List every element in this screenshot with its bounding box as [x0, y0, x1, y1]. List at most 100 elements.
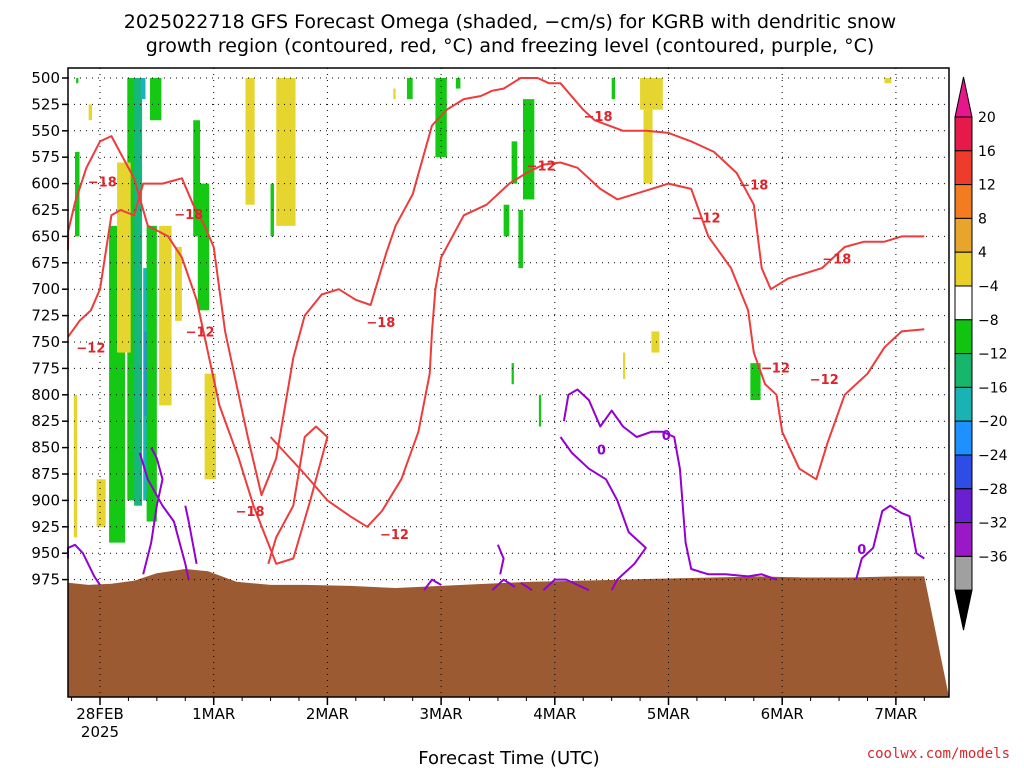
colorbar-tick-label: 4	[978, 245, 987, 261]
colorbar-segment	[954, 217, 973, 253]
y-tick-label: 525	[31, 95, 60, 113]
chart-title-line-2: growth region (contoured, red, °C) and f…	[146, 35, 875, 57]
y-tick-label: 900	[31, 491, 60, 509]
freezing-contour-purple	[542, 578, 590, 592]
contour-label-red: −18	[174, 208, 203, 223]
y-tick-label: 975	[31, 571, 60, 589]
y-tick-label: 750	[31, 333, 60, 351]
y-tick-label: 650	[31, 227, 60, 245]
freezing-contour-purple	[562, 388, 777, 581]
y-tick-label: 875	[31, 465, 60, 483]
x-tick-label: 5MAR	[647, 705, 690, 723]
omega-cell	[518, 210, 523, 269]
omega-cell	[651, 331, 660, 353]
omega-cell	[455, 78, 461, 89]
omega-cell	[511, 363, 514, 385]
colorbar-tick-label: −16	[978, 380, 1008, 396]
colorbar-tick-label: −4	[978, 279, 999, 295]
contour-label-red: −12	[380, 528, 409, 543]
x-tick-label: 3MAR	[420, 705, 463, 723]
y-tick-label: 850	[31, 439, 60, 457]
colorbar-segment	[954, 522, 973, 557]
x-tick-label: 4MAR	[533, 705, 576, 723]
colorbar-arrow-top	[954, 76, 973, 118]
colorbar-tick-label: −8	[978, 313, 999, 329]
freezing-contour-purple	[142, 447, 164, 575]
freezing-contour-purple	[559, 436, 647, 591]
contour-label-purple: 0	[857, 543, 866, 558]
colorbar-segment	[954, 251, 973, 287]
contour-label-red: −18	[739, 179, 768, 194]
colorbar-segment	[954, 184, 973, 219]
credit-text[interactable]: coolwx.com/models	[867, 746, 1010, 762]
colorbar-tick-label: −32	[978, 516, 1008, 532]
contour-label-red: −18	[366, 316, 395, 331]
dgz-contour-red	[67, 135, 329, 565]
colorbar-segment	[954, 555, 973, 591]
y-tick-label: 500	[31, 69, 60, 87]
omega-cell	[88, 104, 93, 121]
omega-cell	[522, 99, 535, 200]
contour-label-red: −12	[810, 373, 839, 388]
omega-cell	[511, 141, 518, 184]
omega-cell	[406, 78, 413, 100]
omega-cell	[146, 225, 157, 522]
y-tick-label: 800	[31, 386, 60, 404]
omega-cell	[640, 78, 663, 110]
dgz-contour-red	[269, 161, 925, 528]
omega-cell	[96, 479, 106, 527]
temperature-contours	[67, 77, 925, 592]
x-tick-label: 6MAR	[761, 705, 804, 723]
contour-label-red: −18	[88, 175, 117, 190]
omega-cell	[435, 78, 447, 158]
x-tick-label: 28FEB	[76, 705, 123, 723]
freezing-contour-purple	[491, 578, 516, 591]
freezing-contour-purple	[423, 578, 442, 591]
omega-cell	[140, 78, 146, 100]
colorbar-segment	[954, 116, 973, 152]
y-tick-label: 950	[31, 544, 60, 562]
contour-label-red: −18	[822, 253, 851, 268]
colorbar-tick-label: −12	[978, 347, 1008, 363]
omega-cell	[503, 204, 510, 237]
omega-cell	[393, 88, 396, 100]
terrain-fill	[68, 569, 949, 697]
omega-cell	[127, 78, 136, 501]
omega-cell	[276, 78, 296, 226]
colorbar-segment	[954, 420, 973, 456]
omega-cell	[117, 162, 131, 353]
y-tick-label: 550	[31, 122, 60, 140]
dgz-contour-red	[67, 77, 925, 497]
colorbar-tick-label: −20	[978, 414, 1008, 430]
contour-label-purple: 0	[597, 444, 606, 459]
omega-shading	[73, 78, 892, 543]
contour-label-purple: 0	[662, 429, 671, 444]
omega-cell	[134, 78, 143, 506]
colorbar-segment	[954, 319, 973, 355]
omega-cell	[150, 78, 162, 121]
colorbar-segment	[954, 454, 973, 490]
contour-label-red: −12	[527, 160, 556, 175]
omega-cell	[175, 246, 182, 321]
x-tick-label: 1MAR	[192, 705, 235, 723]
colorbar-segment	[954, 353, 973, 388]
freezing-contour-purple	[496, 544, 505, 575]
colorbar-segment	[954, 150, 973, 186]
plot-frame	[67, 67, 950, 698]
colorbar-tick-label: −36	[978, 549, 1008, 565]
freezing-contour-purple	[67, 543, 101, 586]
contour-label-red: −18	[584, 110, 613, 125]
colorbar: 20 16 12 8 4 −4 −8 −12 −16 −20 −24 −28 −32 −36	[954, 76, 1008, 631]
omega-cell	[623, 352, 626, 379]
colorbar-segment	[954, 386, 973, 422]
x-tick-label: 7MAR	[874, 705, 917, 723]
contour-labels: −18 −18 −18 −18 −18 −18 −18 −12 −12 −12 −12 −12 −12 −…	[76, 110, 866, 558]
omega-cell	[73, 394, 78, 538]
x-axis-label: Forecast Time (UTC)	[418, 748, 599, 768]
colorbar-segment	[954, 488, 973, 524]
colorbar-tick-label: −24	[978, 448, 1008, 464]
omega-cell	[643, 109, 653, 184]
colorbar-tick-label: 12	[978, 178, 996, 194]
